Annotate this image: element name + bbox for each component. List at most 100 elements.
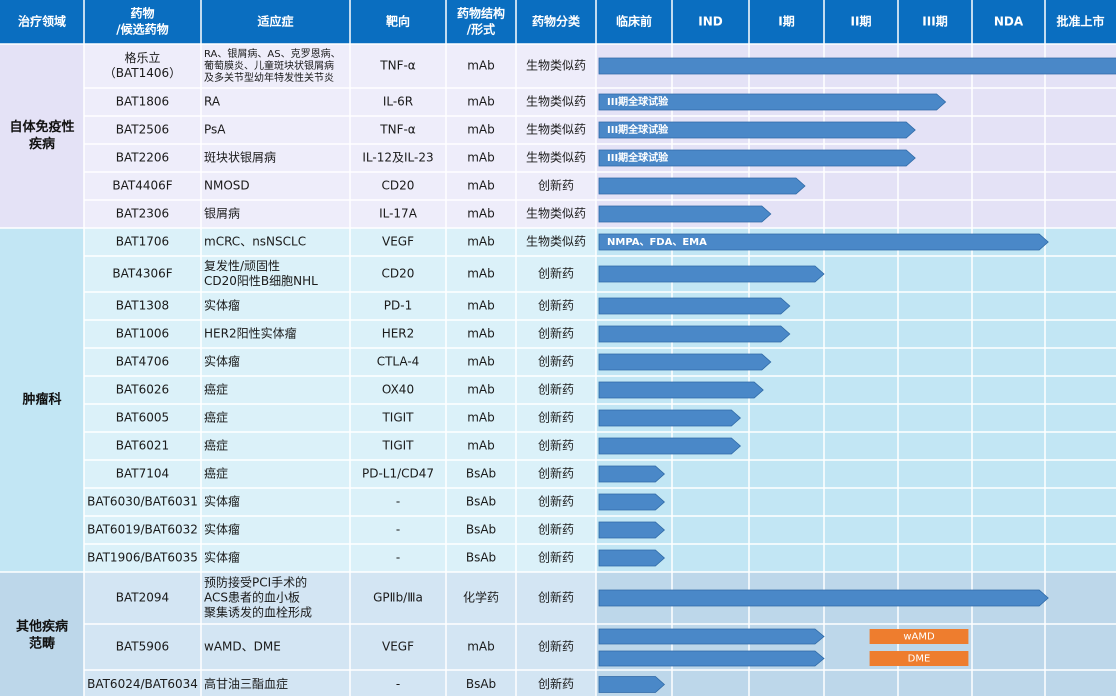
stage-row-bg bbox=[596, 460, 1116, 488]
structure: mAb bbox=[467, 299, 495, 313]
structure: BsAb bbox=[466, 677, 496, 691]
header-area: 治疗领域 bbox=[18, 14, 66, 29]
stage-row-bg bbox=[596, 544, 1116, 572]
indication: HER2阳性实体瘤 bbox=[204, 326, 297, 341]
structure: BsAb bbox=[466, 551, 496, 565]
structure: mAb bbox=[467, 327, 495, 341]
drug-name: BAT1308 bbox=[116, 299, 169, 313]
area-cell bbox=[0, 44, 84, 228]
drug-name: BAT6030/BAT6031 bbox=[87, 495, 198, 509]
header-indication: 适应症 bbox=[257, 14, 293, 29]
category: 生物类似药 bbox=[526, 123, 586, 137]
target: PD-1 bbox=[384, 299, 412, 313]
category: 生物类似药 bbox=[526, 235, 586, 249]
category: 创新药 bbox=[538, 466, 574, 481]
indication-box bbox=[869, 629, 969, 644]
header-category: 药物分类 bbox=[532, 14, 581, 29]
stage-row-bg bbox=[596, 516, 1116, 544]
category: 生物类似药 bbox=[526, 207, 586, 221]
indication: PsA bbox=[204, 123, 226, 137]
table-row bbox=[84, 144, 596, 172]
category: 创新药 bbox=[538, 298, 574, 313]
indication: RA、银屑病、AS、克罗恩病、葡萄膜炎、儿童斑块状银屑病及多关节型幼年特发性关节… bbox=[204, 47, 341, 84]
table-row bbox=[84, 516, 596, 544]
table-row bbox=[84, 572, 596, 624]
structure: mAb bbox=[467, 235, 495, 249]
category: 创新药 bbox=[538, 266, 574, 281]
header-stage-1: 临床前 bbox=[616, 14, 652, 29]
indication: 预防接受PCI手术的 ACS患者的血小板聚集诱发的血栓形成 bbox=[204, 575, 312, 620]
structure: mAb bbox=[467, 411, 495, 425]
table-row bbox=[84, 228, 596, 256]
progress-arrow bbox=[598, 205, 772, 223]
indication: 癌症 bbox=[204, 382, 228, 397]
table-row bbox=[84, 320, 596, 348]
target: CTLA-4 bbox=[377, 355, 420, 369]
progress-arrow bbox=[598, 297, 791, 315]
structure: mAb bbox=[467, 95, 495, 109]
table-row bbox=[84, 404, 596, 432]
structure: mAb bbox=[467, 355, 495, 369]
target: CD20 bbox=[382, 179, 415, 193]
indication: 实体瘤 bbox=[204, 550, 240, 565]
structure: mAb bbox=[467, 59, 495, 73]
indication: wAMD、DME bbox=[204, 640, 281, 654]
drug-name: BAT7104 bbox=[116, 467, 169, 481]
category: 创新药 bbox=[538, 522, 574, 537]
progress-arrow bbox=[598, 650, 825, 667]
progress-arrow bbox=[598, 409, 742, 427]
drug-name: BAT4306F bbox=[112, 267, 172, 281]
drug-name: BAT4406F bbox=[112, 179, 172, 193]
drug-name: BAT1806 bbox=[116, 95, 169, 109]
header-stage-4: II期 bbox=[851, 14, 872, 29]
progress-arrow bbox=[598, 353, 772, 371]
indication: mCRC、nsNSCLC bbox=[204, 235, 306, 249]
header-target: 靶向 bbox=[386, 14, 410, 29]
progress-arrow bbox=[598, 177, 806, 195]
structure: mAb bbox=[467, 640, 495, 654]
drug-name: BAT6005 bbox=[116, 411, 169, 425]
indication: 斑块状银屑病 bbox=[204, 150, 276, 165]
bar-label: III期全球试验 bbox=[607, 151, 669, 164]
drug-name: BAT2506 bbox=[116, 123, 169, 137]
progress-arrow bbox=[598, 121, 916, 139]
progress-arrow bbox=[598, 549, 666, 567]
target: IL-6R bbox=[383, 95, 413, 109]
target: GPⅡb/Ⅲa bbox=[373, 591, 423, 605]
drug-name: BAT1006 bbox=[116, 327, 169, 341]
category: 生物类似药 bbox=[526, 95, 586, 109]
category: 创新药 bbox=[538, 438, 574, 453]
structure: mAb bbox=[467, 179, 495, 193]
table-row bbox=[84, 292, 596, 320]
structure: mAb bbox=[467, 383, 495, 397]
target: - bbox=[396, 551, 400, 565]
category: 创新药 bbox=[538, 382, 574, 397]
header-structure: 药物结构/形式 bbox=[457, 6, 505, 37]
area-cell bbox=[0, 228, 84, 572]
category: 创新药 bbox=[538, 676, 574, 691]
category: 创新药 bbox=[538, 494, 574, 509]
header-stage-6: NDA bbox=[994, 15, 1024, 29]
indication-box-label: wAMD bbox=[903, 632, 935, 643]
target: IL-17A bbox=[379, 207, 418, 221]
indication: 癌症 bbox=[204, 438, 228, 453]
stage-row-bg bbox=[596, 488, 1116, 516]
table-row bbox=[84, 432, 596, 460]
indication: 复发性/顽固性 CD20阳性B细胞NHL bbox=[204, 258, 318, 288]
target: VEGF bbox=[382, 640, 414, 654]
structure: mAb bbox=[467, 151, 495, 165]
table-row bbox=[84, 488, 596, 516]
progress-arrow bbox=[598, 521, 666, 539]
bar-label: III期全球试验 bbox=[607, 95, 669, 108]
header-stage-3: I期 bbox=[778, 14, 794, 29]
drug-name: BAT1906/BAT6035 bbox=[87, 551, 198, 565]
indication: 癌症 bbox=[204, 410, 228, 425]
indication-box-label: DME bbox=[908, 654, 931, 665]
progress-arrow bbox=[598, 57, 1116, 75]
structure: BsAb bbox=[466, 495, 496, 509]
table-row bbox=[84, 44, 596, 88]
progress-arrow bbox=[598, 676, 666, 693]
progress-arrow bbox=[598, 325, 791, 343]
drug-name: BAT2094 bbox=[116, 591, 169, 605]
